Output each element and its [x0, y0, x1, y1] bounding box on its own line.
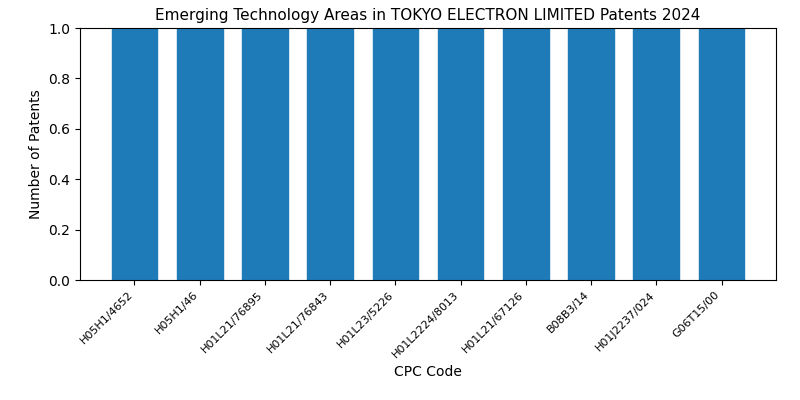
X-axis label: CPC Code: CPC Code	[394, 365, 462, 379]
Bar	[242, 28, 288, 280]
Bar	[568, 28, 614, 280]
Bar	[438, 28, 483, 280]
Bar	[307, 28, 353, 280]
Bar	[503, 28, 549, 280]
Title: Emerging Technology Areas in TOKYO ELECTRON LIMITED Patents 2024: Emerging Technology Areas in TOKYO ELECT…	[155, 8, 701, 23]
Bar	[373, 28, 418, 280]
Bar	[177, 28, 222, 280]
Bar	[698, 28, 744, 280]
Bar	[634, 28, 679, 280]
Bar	[112, 28, 158, 280]
Y-axis label: Number of Patents: Number of Patents	[29, 89, 42, 219]
